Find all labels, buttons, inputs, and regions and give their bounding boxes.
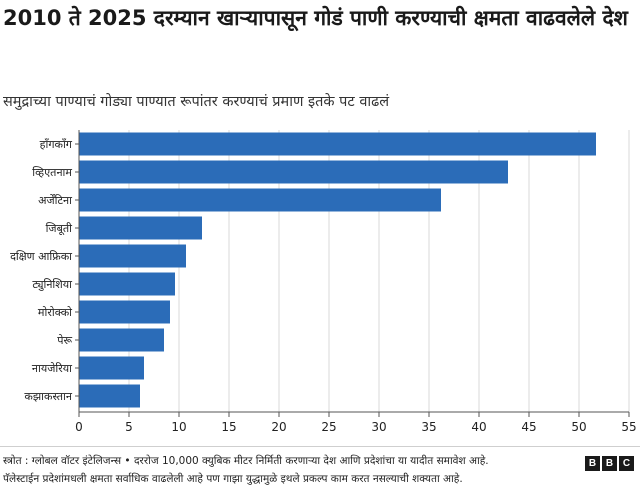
x-tick-label: 0 (75, 420, 83, 434)
bbc-logo-letter: B (602, 456, 617, 471)
chart-title: 2010 ते 2025 दरम्यान खाऱ्यापासून गोडं पा… (3, 6, 628, 30)
bbc-logo: B B C (585, 456, 634, 471)
bar (79, 188, 441, 212)
bbc-logo-letter: C (619, 456, 634, 471)
source-line-1: स्त्रोत : ग्लोबल वॉटर इंटेलिजन्स • दररोज… (3, 455, 489, 467)
x-tick-label: 25 (321, 420, 336, 434)
x-tick-label: 15 (221, 420, 236, 434)
bar (79, 216, 202, 240)
category-label: अर्जेंटिना (38, 194, 72, 207)
bar (79, 384, 140, 408)
bar (79, 132, 596, 156)
x-tick-label: 20 (271, 420, 286, 434)
category-label: नायजेरिया (32, 362, 72, 375)
category-label: जिबूती (46, 222, 73, 236)
x-tick-label: 40 (471, 420, 486, 434)
category-label: ट्युनिशिया (32, 278, 72, 291)
bar (79, 328, 164, 352)
bbc-logo-letter: B (585, 456, 600, 471)
bar (79, 272, 175, 296)
source-line-2: पॅलेस्टाईन प्रदेशांमधली क्षमता सर्वाधिक … (3, 473, 463, 485)
x-tick-label: 45 (521, 420, 536, 434)
category-label: पेरू (57, 334, 72, 347)
x-tick-label: 5 (125, 420, 133, 434)
bar (79, 300, 170, 324)
bar (79, 356, 144, 380)
x-tick-label: 35 (421, 420, 436, 434)
category-label: मोरोक्को (38, 306, 72, 319)
category-label: व्हिएतनाम (32, 166, 72, 179)
x-tick-label: 50 (571, 420, 586, 434)
x-tick-label: 10 (171, 420, 186, 434)
category-label: कझाकस्तान (24, 390, 72, 403)
chart-subtitle: समुद्राच्या पाण्याचं गोड्या पाण्यात रूपा… (3, 94, 390, 110)
x-tick-label: 55 (621, 420, 636, 434)
source-note: स्त्रोत : ग्लोबल वॉटर इंटेलिजन्स • दररोज… (3, 452, 563, 488)
category-label: दक्षिण आफ्रिका (10, 250, 72, 263)
bar (79, 160, 508, 184)
footer-divider (0, 446, 640, 447)
category-label: हाँगकाँग (40, 138, 73, 151)
bar (79, 244, 186, 268)
x-tick-label: 30 (371, 420, 386, 434)
bar-chart: हाँगकाँग व्हिएतनाम अर्जेंटिना जिबूती दक्षिण … (10, 130, 637, 434)
